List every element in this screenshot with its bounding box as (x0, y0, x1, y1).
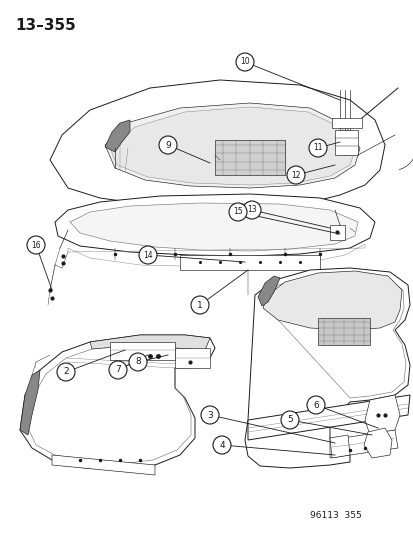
Text: 3: 3 (206, 410, 212, 419)
Polygon shape (334, 130, 357, 155)
Text: 9: 9 (165, 141, 171, 149)
Polygon shape (105, 103, 359, 188)
Text: 11: 11 (313, 143, 322, 152)
Circle shape (57, 363, 75, 381)
Polygon shape (262, 271, 401, 330)
Text: 7: 7 (115, 366, 121, 375)
Circle shape (286, 166, 304, 184)
Text: 6: 6 (312, 400, 318, 409)
Polygon shape (52, 455, 154, 475)
Text: 13: 13 (247, 206, 256, 214)
Text: 15: 15 (233, 207, 242, 216)
Polygon shape (55, 194, 374, 256)
Circle shape (235, 53, 254, 71)
Text: 10: 10 (240, 58, 249, 67)
Polygon shape (329, 225, 344, 240)
Polygon shape (50, 80, 384, 210)
Text: 13–355: 13–355 (15, 18, 76, 33)
Circle shape (190, 296, 209, 314)
Polygon shape (175, 348, 209, 368)
Polygon shape (20, 335, 214, 470)
Circle shape (228, 203, 247, 221)
Text: 14: 14 (143, 251, 152, 260)
Circle shape (129, 353, 147, 371)
Text: 16: 16 (31, 240, 41, 249)
Polygon shape (247, 395, 409, 440)
Circle shape (27, 236, 45, 254)
Text: 96113  355: 96113 355 (309, 511, 361, 520)
Polygon shape (329, 430, 397, 458)
Polygon shape (214, 140, 284, 175)
Text: 1: 1 (197, 301, 202, 310)
Polygon shape (110, 342, 175, 360)
Circle shape (242, 201, 260, 219)
Circle shape (159, 136, 177, 154)
Polygon shape (331, 118, 361, 128)
Polygon shape (257, 276, 279, 306)
Text: 4: 4 (218, 440, 224, 449)
Circle shape (201, 406, 218, 424)
Polygon shape (20, 370, 40, 435)
Text: 2: 2 (63, 367, 69, 376)
Polygon shape (363, 428, 391, 458)
Circle shape (109, 361, 127, 379)
Polygon shape (70, 203, 357, 251)
Circle shape (212, 436, 230, 454)
Polygon shape (244, 268, 409, 468)
Circle shape (306, 396, 324, 414)
Polygon shape (110, 107, 354, 185)
Circle shape (308, 139, 326, 157)
Polygon shape (90, 335, 209, 350)
Circle shape (280, 411, 298, 429)
Text: 8: 8 (135, 358, 140, 367)
Circle shape (139, 246, 157, 264)
Text: 12: 12 (291, 171, 300, 180)
Text: 5: 5 (287, 416, 292, 424)
Polygon shape (180, 255, 319, 270)
Polygon shape (105, 120, 130, 152)
Polygon shape (317, 318, 369, 345)
Polygon shape (364, 395, 399, 435)
Polygon shape (329, 435, 349, 458)
